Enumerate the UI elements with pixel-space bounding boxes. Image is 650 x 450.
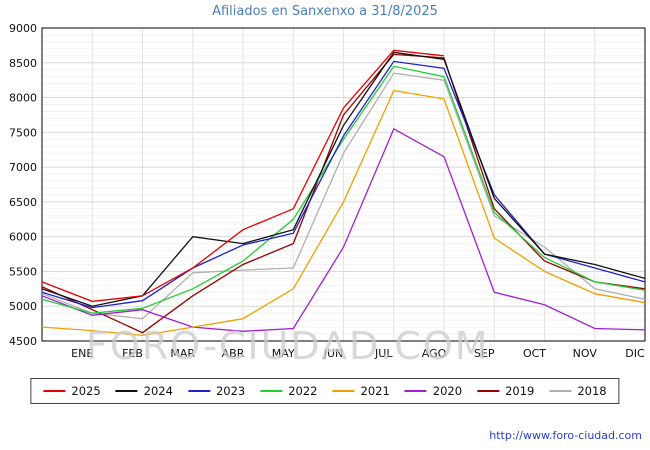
- legend-swatch-2022: [260, 390, 283, 392]
- legend-label-2018: 2018: [577, 384, 607, 398]
- series-line-2020: [41, 127, 646, 332]
- legend-swatch-2019: [477, 390, 500, 392]
- y-tick-label: 7500: [9, 126, 37, 139]
- legend-swatch-2024: [115, 390, 138, 392]
- legend-swatch-2023: [187, 390, 210, 392]
- legend-item-2021: 2021: [332, 384, 390, 398]
- x-tick-label: AGO: [422, 347, 447, 360]
- plot-border: [41, 27, 646, 342]
- legend-swatch-2020: [404, 390, 427, 392]
- x-tick-label: NOV: [573, 347, 598, 360]
- x-tick-label: MAY: [272, 347, 295, 360]
- x-tick-label: ENE: [71, 347, 93, 360]
- x-tick-label: OCT: [523, 347, 546, 360]
- y-tick-label: 6500: [9, 196, 37, 209]
- y-tick-label: 5000: [9, 300, 37, 313]
- x-tick-label: MAR: [170, 347, 195, 360]
- series-line-2018: [41, 72, 646, 320]
- legend-swatch-2021: [332, 390, 355, 392]
- footer: http://www.foro-ciudad.com: [489, 424, 642, 443]
- x-tick-label: FEB: [122, 347, 143, 360]
- y-tick-label: 5500: [9, 265, 37, 278]
- series-line-2021: [41, 89, 646, 337]
- legend-swatch-2018: [549, 390, 572, 392]
- legend-label-2021: 2021: [360, 384, 390, 398]
- y-tick-label: 6000: [9, 231, 37, 244]
- series-line-2025: [41, 49, 445, 303]
- legend-item-2024: 2024: [115, 384, 173, 398]
- x-tick-label: DIC: [625, 347, 645, 360]
- y-tick-label: 4500: [9, 335, 37, 348]
- x-tick-label: JUL: [374, 347, 393, 360]
- legend-label-2020: 2020: [432, 384, 463, 398]
- legend-label-2025: 2025: [71, 384, 101, 398]
- y-tick-label: 8000: [9, 92, 37, 105]
- x-tick-label: ABR: [222, 347, 245, 360]
- y-tick-label: 7000: [9, 161, 37, 174]
- x-tick-label: JUN: [323, 347, 344, 360]
- legend-swatch-2025: [43, 390, 66, 392]
- chart-legend: 2025 2024 2023 2022 2021 2020 2019 2018: [30, 378, 620, 404]
- series-line-2019: [41, 53, 646, 334]
- legend-label-2022: 2022: [288, 384, 318, 398]
- legend-item-2018: 2018: [549, 384, 607, 398]
- legend-item-2022: 2022: [260, 384, 318, 398]
- chart-title: Afiliados en Sanxenxo a 31/8/2025: [212, 4, 438, 19]
- y-tick-label: 8500: [9, 57, 37, 70]
- x-tick-label: SEP: [474, 347, 495, 360]
- y-tick-label: 9000: [9, 22, 37, 35]
- legend-label-2023: 2023: [215, 384, 246, 398]
- legend-item-2020: 2020: [404, 384, 463, 398]
- legend-label-2019: 2019: [505, 384, 535, 398]
- legend-item-2023: 2023: [187, 384, 246, 398]
- legend-label-2024: 2024: [143, 384, 173, 398]
- legend-item-2025: 2025: [43, 384, 101, 398]
- footer-link[interactable]: http://www.foro-ciudad.com: [489, 429, 642, 442]
- series-line-2022: [41, 65, 646, 314]
- legend-item-2019: 2019: [477, 384, 534, 398]
